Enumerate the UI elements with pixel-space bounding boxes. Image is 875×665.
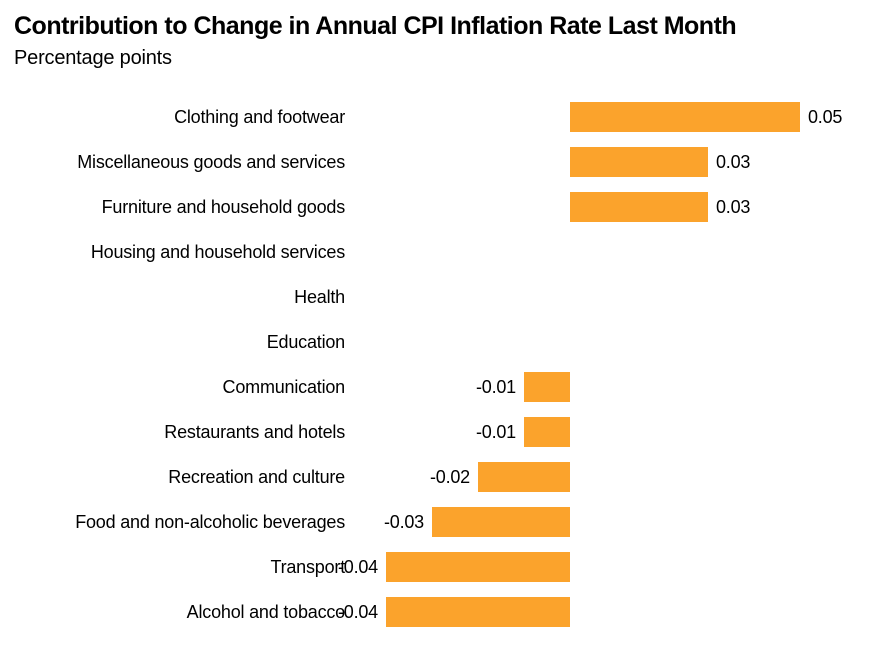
category-label: Miscellaneous goods and services bbox=[77, 152, 345, 172]
chart-subtitle: Percentage points bbox=[14, 47, 172, 69]
value-label: 0.03 bbox=[716, 152, 751, 172]
category-label: Restaurants and hotels bbox=[164, 422, 345, 442]
value-label: -0.03 bbox=[383, 512, 424, 532]
chart-row: Housing and household services bbox=[14, 230, 875, 275]
bar-negative bbox=[524, 417, 570, 447]
chart-row: Transport -0.04 bbox=[14, 545, 875, 590]
bar-track bbox=[345, 275, 875, 320]
bar-track bbox=[345, 320, 875, 365]
value-label: -0.01 bbox=[475, 377, 516, 397]
category-label: Transport bbox=[270, 557, 345, 577]
chart-row: Miscellaneous goods and services 0.03 bbox=[14, 140, 875, 185]
category-label: Housing and household services bbox=[90, 242, 345, 262]
bar-chart-plot-area: Clothing and footwear 0.05 Miscellaneous g… bbox=[14, 95, 875, 635]
bar-positive bbox=[570, 192, 708, 222]
category-label: Recreation and culture bbox=[168, 467, 345, 487]
value-label: 0.03 bbox=[716, 197, 751, 217]
chart-row: Communication -0.01 bbox=[14, 365, 875, 410]
category-label: Clothing and footwear bbox=[174, 107, 345, 127]
chart-row: Restaurants and hotels -0.01 bbox=[14, 410, 875, 455]
bar-track: 0.03 bbox=[345, 140, 875, 185]
value-label: -0.04 bbox=[337, 602, 378, 622]
bar-track: -0.01 bbox=[345, 365, 875, 410]
category-label: Furniture and household goods bbox=[101, 197, 346, 217]
value-label: 0.05 bbox=[808, 107, 843, 127]
bar-negative bbox=[524, 372, 570, 402]
bar-negative bbox=[432, 507, 570, 537]
bar-positive bbox=[570, 102, 800, 132]
bar-track: -0.01 bbox=[345, 410, 875, 455]
bar-negative bbox=[478, 462, 570, 492]
chart-row: Health bbox=[14, 275, 875, 320]
bar-track: -0.03 bbox=[345, 500, 875, 545]
chart-row: Clothing and footwear 0.05 bbox=[14, 95, 875, 140]
chart-row: Alcohol and tobacco -0.04 bbox=[14, 590, 875, 635]
bar-track: -0.02 bbox=[345, 455, 875, 500]
chart-row: Recreation and culture -0.02 bbox=[14, 455, 875, 500]
bar-track: 0.03 bbox=[345, 185, 875, 230]
bar-track: -0.04 bbox=[338, 590, 875, 635]
category-label: Communication bbox=[222, 377, 346, 397]
bar-negative bbox=[386, 552, 570, 582]
chart-row: Furniture and household goods 0.03 bbox=[14, 185, 875, 230]
value-label: -0.02 bbox=[429, 467, 470, 487]
category-label: Food and non-alcoholic beverages bbox=[75, 512, 345, 532]
category-label: Education bbox=[266, 332, 345, 352]
category-label: Alcohol and tobacco bbox=[186, 602, 346, 622]
bar-track: -0.04 bbox=[338, 545, 875, 590]
bar-positive bbox=[570, 147, 708, 177]
value-label: -0.04 bbox=[337, 557, 378, 577]
cpi-contribution-chart: Contribution to Change in Annual CPI Inf… bbox=[14, 12, 875, 635]
chart-row: Education bbox=[14, 320, 875, 365]
chart-row: Food and non-alcoholic beverages -0.03 bbox=[14, 500, 875, 545]
bar-track: 0.05 bbox=[345, 95, 875, 140]
chart-title: Contribution to Change in Annual CPI Inf… bbox=[14, 12, 737, 40]
value-label: -0.01 bbox=[475, 422, 516, 442]
category-label: Health bbox=[294, 287, 345, 307]
bar-negative bbox=[386, 597, 570, 627]
bar-track bbox=[345, 230, 875, 275]
